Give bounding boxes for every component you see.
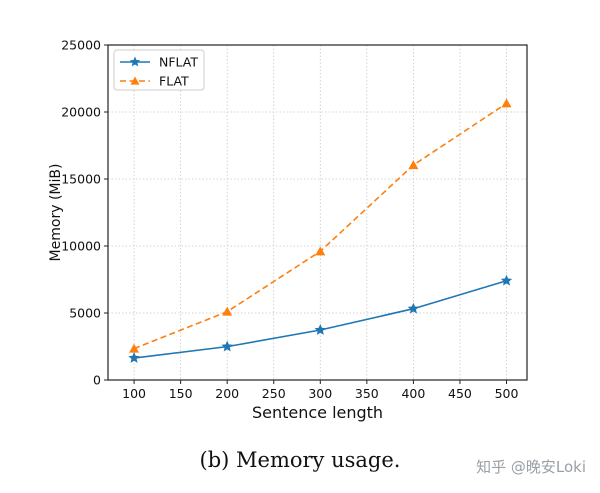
plot-frame [107,44,528,381]
legend-label: FLAT [159,74,189,89]
legend-label: NFLAT [159,55,198,70]
x-tick-label: 150 [169,386,193,401]
data-point-nflat [221,340,233,352]
y-tick-label: 25000 [61,38,101,53]
data-point-nflat [128,352,140,363]
data-point-flat [315,246,326,256]
x-tick-label: 400 [401,386,425,401]
y-axis-label: Memory (MiB) [48,164,64,262]
x-tick-label: 100 [122,386,146,401]
y-tick-label: 15000 [61,172,101,187]
x-tick-label: 450 [448,386,472,401]
x-tick-label: 300 [308,386,332,401]
x-tick-label: 500 [495,386,519,401]
x-tick-label: 350 [355,386,379,401]
legend-star-icon [129,56,141,67]
legend-triangle-icon [130,76,140,85]
data-point-nflat [407,302,420,314]
y-tick-label: 5000 [69,306,101,321]
data-point-flat [408,160,419,170]
figure-caption: (b) Memory usage. [199,448,401,472]
x-tick-label: 200 [215,386,239,401]
data-point-nflat [314,324,326,335]
x-axis-label: Sentence length [252,403,383,422]
watermark: 知乎 @晚安Loki [476,458,586,476]
x-tick-label: 250 [262,386,286,401]
y-tick-label: 0 [93,373,101,388]
data-point-flat [129,343,140,353]
data-point-flat [501,98,512,108]
y-tick-label: 10000 [61,239,101,254]
data-point-flat [222,306,233,316]
data-point-nflat [500,274,513,286]
y-tick-label: 20000 [61,105,101,120]
